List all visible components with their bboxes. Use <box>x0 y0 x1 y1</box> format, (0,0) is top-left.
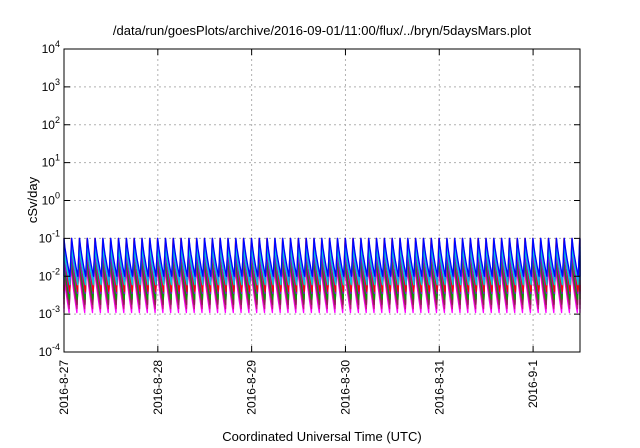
series-line <box>63 237 581 277</box>
y-tick-label: 10-4 <box>39 342 60 359</box>
y-axis-label: cSv/day <box>25 176 40 223</box>
x-tick-label: 2016-9-1 <box>526 360 540 408</box>
x-tick-label: 2016-8-28 <box>151 360 165 415</box>
y-tick-label: 102 <box>42 115 60 132</box>
grid-layer <box>64 49 580 352</box>
x-axis-label: Coordinated Universal Time (UTC) <box>222 429 421 444</box>
x-tick-label: 2016-8-31 <box>432 360 446 415</box>
y-tick-label: 10-1 <box>39 228 60 245</box>
y-tick-label: 10-3 <box>39 304 60 321</box>
plot-frame <box>63 48 581 353</box>
x-tick-label: 2016-8-27 <box>57 360 71 415</box>
series-layer <box>63 237 581 314</box>
y-tick-label: 103 <box>42 77 60 94</box>
x-tick-label: 2016-8-30 <box>338 360 352 415</box>
chart-title: /data/run/goesPlots/archive/2016-09-01/1… <box>113 23 532 38</box>
y-tick-label: 100 <box>42 191 60 208</box>
tick-layer: 10-4 10-3 10-2 10-1 100 101 102 103 104 2016-8-27… <box>39 39 580 415</box>
y-tick-label: 104 <box>42 39 60 56</box>
y-tick-label: 101 <box>42 153 60 170</box>
y-tick-label: 10-2 <box>39 266 60 283</box>
x-tick-label: 2016-8-29 <box>245 360 259 415</box>
